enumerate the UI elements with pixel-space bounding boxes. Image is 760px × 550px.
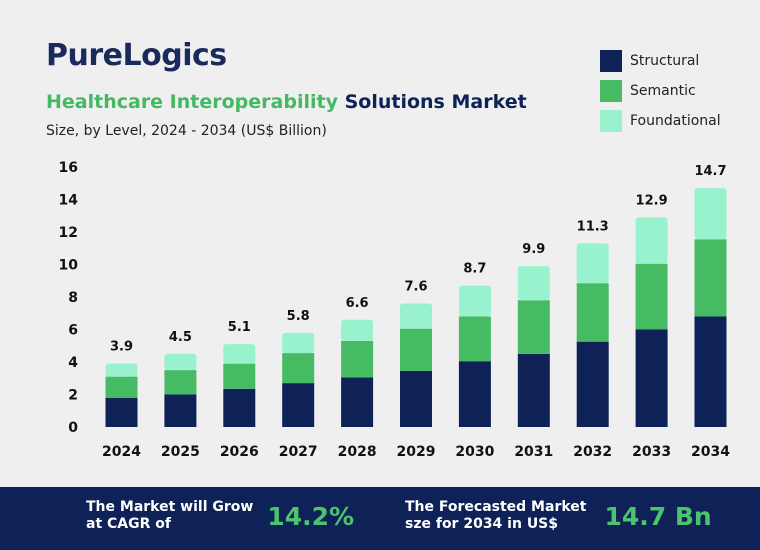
bar-structural-2026 <box>223 388 256 427</box>
forecast-text-line1: The Forecasted Market <box>405 499 587 515</box>
bar-total-label: 6.6 <box>346 296 369 311</box>
bar-foundational-2031 <box>517 266 550 301</box>
chart-legend: Structural Semantic Foundational <box>600 46 721 136</box>
y-tick-label: 0 <box>68 420 78 436</box>
bar-structural-2029 <box>400 370 432 427</box>
bar-total-label: 5.1 <box>228 320 251 335</box>
x-tick-label: 2024 <box>102 444 141 460</box>
cagr-block: The Market will Grow at CAGR of 14.2% <box>86 499 354 533</box>
bar-total-label: 11.3 <box>577 219 609 234</box>
stacked-bar-chart: 0 2 4 6 8 10 12 14 16 3.9 2024 4.5 2025 5.1 2026 5.8 202… <box>59 160 731 460</box>
x-tick-label: 2026 <box>220 444 259 460</box>
bar-structural-2028 <box>341 377 374 427</box>
bar-total-label: 5.8 <box>287 309 310 324</box>
x-tick-label: 2034 <box>691 444 730 460</box>
brand-logo: PureLogics <box>46 38 227 73</box>
forecast-text: The Forecasted Market sze for 2034 in US… <box>405 499 586 533</box>
bar-structural-2032 <box>576 341 609 427</box>
bar-foundational-2033 <box>635 217 668 264</box>
cagr-text-line1: The Market will Grow <box>86 499 254 515</box>
y-tick-label: 14 <box>59 193 79 209</box>
footer-banner: The Market will Grow at CAGR of 14.2% Th… <box>0 487 760 550</box>
bar-foundational-2034 <box>694 188 727 240</box>
bar-semantic-2030 <box>458 316 491 362</box>
bar-semantic-2028 <box>341 340 374 378</box>
bar-foundational-2032 <box>576 243 609 284</box>
bar-total-label: 14.7 <box>694 164 726 179</box>
bar-total-label: 8.7 <box>463 262 486 277</box>
legend-label-structural: Structural <box>630 53 700 69</box>
title-part-2: Solutions Market <box>344 91 527 113</box>
bar-foundational-2027 <box>282 332 315 354</box>
x-tick-label: 2027 <box>279 444 318 460</box>
legend-swatch-semantic <box>600 80 622 102</box>
x-tick-label: 2028 <box>338 444 377 460</box>
bar-structural-2034 <box>694 316 727 427</box>
bar-total-label: 3.9 <box>110 340 133 355</box>
bar-semantic-2029 <box>400 328 432 371</box>
legend-swatch-foundational <box>600 110 622 132</box>
bar-structural-2025 <box>164 394 197 427</box>
bar-foundational-2026 <box>223 344 256 364</box>
y-tick-label: 10 <box>59 258 79 274</box>
x-tick-label: 2030 <box>455 444 494 460</box>
legend-item-foundational: Foundational <box>600 106 721 136</box>
bar-structural-2030 <box>458 361 491 427</box>
forecast-block: The Forecasted Market sze for 2034 in US… <box>405 499 712 533</box>
bar-total-label: 4.5 <box>169 330 192 345</box>
bar-foundational-2024 <box>105 363 138 377</box>
bar-foundational-2029 <box>400 303 432 329</box>
bar-total-label: 9.9 <box>522 242 545 257</box>
y-tick-label: 16 <box>59 160 78 176</box>
y-tick-label: 4 <box>68 355 78 371</box>
title-part-1: Healthcare Interoperability <box>46 91 338 113</box>
cagr-text-line2: at CAGR of <box>86 516 171 532</box>
legend-label-semantic: Semantic <box>630 83 696 99</box>
legend-item-structural: Structural <box>600 46 721 76</box>
bar-total-label: 12.9 <box>636 193 668 208</box>
forecast-text-line2: sze for 2034 in US$ <box>405 516 559 532</box>
bar-structural-2027 <box>282 383 315 427</box>
bar-semantic-2031 <box>517 300 550 354</box>
bar-structural-2024 <box>105 397 138 427</box>
cagr-text: The Market will Grow at CAGR of <box>86 499 253 533</box>
forecast-value: 14.7 Bn <box>604 501 712 531</box>
bar-structural-2033 <box>635 329 668 427</box>
cagr-value: 14.2% <box>267 501 355 531</box>
bar-semantic-2024 <box>105 376 138 398</box>
bar-semantic-2027 <box>282 353 315 384</box>
legend-label-foundational: Foundational <box>630 113 721 129</box>
legend-swatch-structural <box>600 50 622 72</box>
bar-structural-2031 <box>517 353 550 427</box>
x-tick-label: 2033 <box>632 444 671 460</box>
bar-semantic-2032 <box>576 283 609 342</box>
bar-foundational-2028 <box>341 319 374 341</box>
bar-foundational-2025 <box>164 353 197 371</box>
x-tick-label: 2029 <box>397 444 436 460</box>
x-tick-label: 2032 <box>573 444 612 460</box>
bar-semantic-2026 <box>223 363 256 389</box>
bar-semantic-2034 <box>694 239 727 317</box>
legend-item-semantic: Semantic <box>600 76 721 106</box>
chart-subtitle: Size, by Level, 2024 - 2034 (US$ Billion… <box>46 123 327 139</box>
chart-title: Healthcare Interoperability Solutions Ma… <box>46 91 527 113</box>
y-tick-label: 2 <box>68 388 78 404</box>
x-tick-label: 2025 <box>161 444 200 460</box>
y-tick-label: 6 <box>68 323 78 339</box>
bar-semantic-2033 <box>635 263 668 330</box>
bar-foundational-2030 <box>458 285 491 317</box>
x-tick-label: 2031 <box>514 444 553 460</box>
bar-semantic-2025 <box>164 370 197 395</box>
y-tick-label: 8 <box>68 290 78 306</box>
bar-total-label: 7.6 <box>404 280 427 295</box>
y-tick-label: 12 <box>59 225 78 241</box>
